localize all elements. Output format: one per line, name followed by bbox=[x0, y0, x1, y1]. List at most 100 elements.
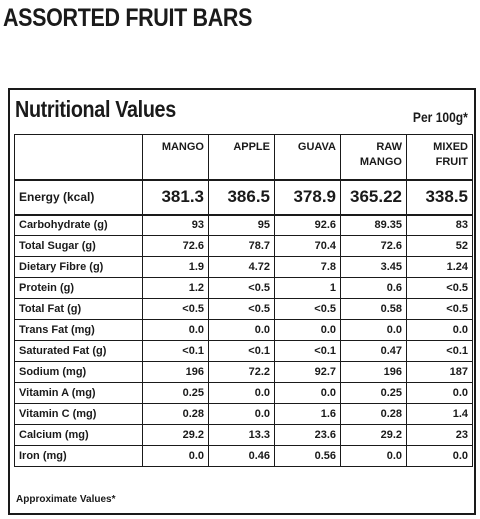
table-cell: 0.0 bbox=[340, 319, 407, 341]
row-label: Dietary Fibre (g) bbox=[14, 256, 143, 278]
table-cell: 72.2 bbox=[208, 361, 275, 383]
table-cell: 1.2 bbox=[142, 277, 209, 299]
row-label: Trans Fat (mg) bbox=[14, 319, 143, 341]
table-cell: 0.6 bbox=[340, 277, 407, 299]
table-row: Iron (mg) 0.0 0.46 0.56 0.0 0.0 bbox=[14, 445, 473, 467]
row-label: Protein (g) bbox=[14, 277, 143, 299]
table-cell: 29.2 bbox=[142, 424, 209, 446]
table-cell: 0.28 bbox=[142, 403, 209, 425]
table-cell: 0.0 bbox=[340, 445, 407, 467]
row-label: Calcium (mg) bbox=[14, 424, 143, 446]
nutrition-panel: Nutritional Values Per 100g* MANGO APPLE… bbox=[8, 88, 476, 515]
table-cell: <0.1 bbox=[142, 340, 209, 362]
row-label: Vitamin A (mg) bbox=[14, 382, 143, 404]
table-cell: <0.1 bbox=[406, 340, 473, 362]
column-header: MANGO bbox=[142, 134, 209, 180]
table-row: Energy (kcal) 381.3 386.5 378.9 365.22 3… bbox=[14, 178, 473, 216]
table-cell: 13.3 bbox=[208, 424, 275, 446]
table-cell: 92.6 bbox=[274, 214, 341, 236]
table-cell: 93 bbox=[142, 214, 209, 236]
table-cell: 0.0 bbox=[406, 319, 473, 341]
table-row: Total Fat (g) <0.5 <0.5 <0.5 0.58 <0.5 bbox=[14, 298, 473, 320]
table-cell: 1 bbox=[274, 277, 341, 299]
table-cell: <0.5 bbox=[208, 277, 275, 299]
table-cell: 0.0 bbox=[406, 382, 473, 404]
table-row: Calcium (mg) 29.2 13.3 23.6 29.2 23 bbox=[14, 424, 473, 446]
table-row: Carbohydrate (g) 93 95 92.6 89.35 83 bbox=[14, 214, 473, 236]
column-header: GUAVA bbox=[274, 134, 341, 180]
panel-header: Nutritional Values Per 100g* bbox=[10, 90, 474, 136]
table-cell: 70.4 bbox=[274, 235, 341, 257]
nutrition-table: MANGO APPLE GUAVA RAW MANGO MIXED FRUIT En… bbox=[14, 134, 473, 467]
table-cell: 187 bbox=[406, 361, 473, 383]
column-header: MIXED FRUIT bbox=[406, 134, 473, 180]
column-header: RAW MANGO bbox=[340, 134, 407, 180]
table-cell: 0.47 bbox=[340, 340, 407, 362]
table-cell: 0.58 bbox=[340, 298, 407, 320]
table-cell: 196 bbox=[142, 361, 209, 383]
table-cell: <0.5 bbox=[274, 298, 341, 320]
table-cell: <0.5 bbox=[142, 298, 209, 320]
table-cell: <0.5 bbox=[406, 277, 473, 299]
table-row: Vitamin C (mg) 0.28 0.0 1.6 0.28 1.4 bbox=[14, 403, 473, 425]
row-label: Total Sugar (g) bbox=[14, 235, 143, 257]
table-cell: 83 bbox=[406, 214, 473, 236]
table-cell: 72.6 bbox=[340, 235, 407, 257]
table-cell: 0.0 bbox=[274, 319, 341, 341]
header-corner-cell bbox=[14, 134, 143, 180]
table-cell: <0.1 bbox=[208, 340, 275, 362]
table-cell: 0.25 bbox=[340, 382, 407, 404]
table-cell: 365.22 bbox=[340, 178, 407, 216]
table-cell: 23 bbox=[406, 424, 473, 446]
table-cell: 72.6 bbox=[142, 235, 209, 257]
table-cell: 378.9 bbox=[274, 178, 341, 216]
table-cell: 338.5 bbox=[406, 178, 473, 216]
table-cell: 7.8 bbox=[274, 256, 341, 278]
table-cell: 95 bbox=[208, 214, 275, 236]
table-cell: 0.25 bbox=[142, 382, 209, 404]
table-cell: 52 bbox=[406, 235, 473, 257]
table-cell: 78.7 bbox=[208, 235, 275, 257]
table-cell: 4.72 bbox=[208, 256, 275, 278]
row-label: Saturated Fat (g) bbox=[14, 340, 143, 362]
table-cell: 1.9 bbox=[142, 256, 209, 278]
table-row: Saturated Fat (g) <0.1 <0.1 <0.1 0.47 <0… bbox=[14, 340, 473, 362]
column-header: APPLE bbox=[208, 134, 275, 180]
table-cell: 196 bbox=[340, 361, 407, 383]
table-row: Protein (g) 1.2 <0.5 1 0.6 <0.5 bbox=[14, 277, 473, 299]
table-row: Dietary Fibre (g) 1.9 4.72 7.8 3.45 1.24 bbox=[14, 256, 473, 278]
table-cell: 0.0 bbox=[208, 319, 275, 341]
table-cell: 92.7 bbox=[274, 361, 341, 383]
table-cell: 29.2 bbox=[340, 424, 407, 446]
row-label: Carbohydrate (g) bbox=[14, 214, 143, 236]
table-cell: 0.28 bbox=[340, 403, 407, 425]
table-cell: 0.0 bbox=[142, 445, 209, 467]
header-row: MANGO APPLE GUAVA RAW MANGO MIXED FRUIT bbox=[14, 134, 473, 180]
table-cell: 0.0 bbox=[406, 445, 473, 467]
table-cell: 0.0 bbox=[274, 382, 341, 404]
table-cell: 0.0 bbox=[142, 319, 209, 341]
table-cell: 23.6 bbox=[274, 424, 341, 446]
table-row: Vitamin A (mg) 0.25 0.0 0.0 0.25 0.0 bbox=[14, 382, 473, 404]
table-cell: <0.5 bbox=[406, 298, 473, 320]
table-cell: 3.45 bbox=[340, 256, 407, 278]
footnote: Approximate Values* bbox=[16, 494, 116, 505]
table-cell: <0.5 bbox=[208, 298, 275, 320]
row-label: Iron (mg) bbox=[14, 445, 143, 467]
panel-heading: Nutritional Values bbox=[15, 96, 176, 122]
table-cell: 0.0 bbox=[208, 403, 275, 425]
table-cell: 0.46 bbox=[208, 445, 275, 467]
table-cell: 0.0 bbox=[208, 382, 275, 404]
row-label: Sodium (mg) bbox=[14, 361, 143, 383]
table-cell: 0.56 bbox=[274, 445, 341, 467]
table-row: Sodium (mg) 196 72.2 92.7 196 187 bbox=[14, 361, 473, 383]
table-cell: 381.3 bbox=[142, 178, 209, 216]
table-cell: 1.4 bbox=[406, 403, 473, 425]
serving-basis-label: Per 100g* bbox=[413, 109, 468, 125]
table-cell: 386.5 bbox=[208, 178, 275, 216]
table-cell: 1.24 bbox=[406, 256, 473, 278]
row-label: Energy (kcal) bbox=[14, 178, 143, 216]
page-title: ASSORTED FRUIT BARS bbox=[3, 4, 253, 32]
table-row: Total Sugar (g) 72.6 78.7 70.4 72.6 52 bbox=[14, 235, 473, 257]
table-cell: <0.1 bbox=[274, 340, 341, 362]
